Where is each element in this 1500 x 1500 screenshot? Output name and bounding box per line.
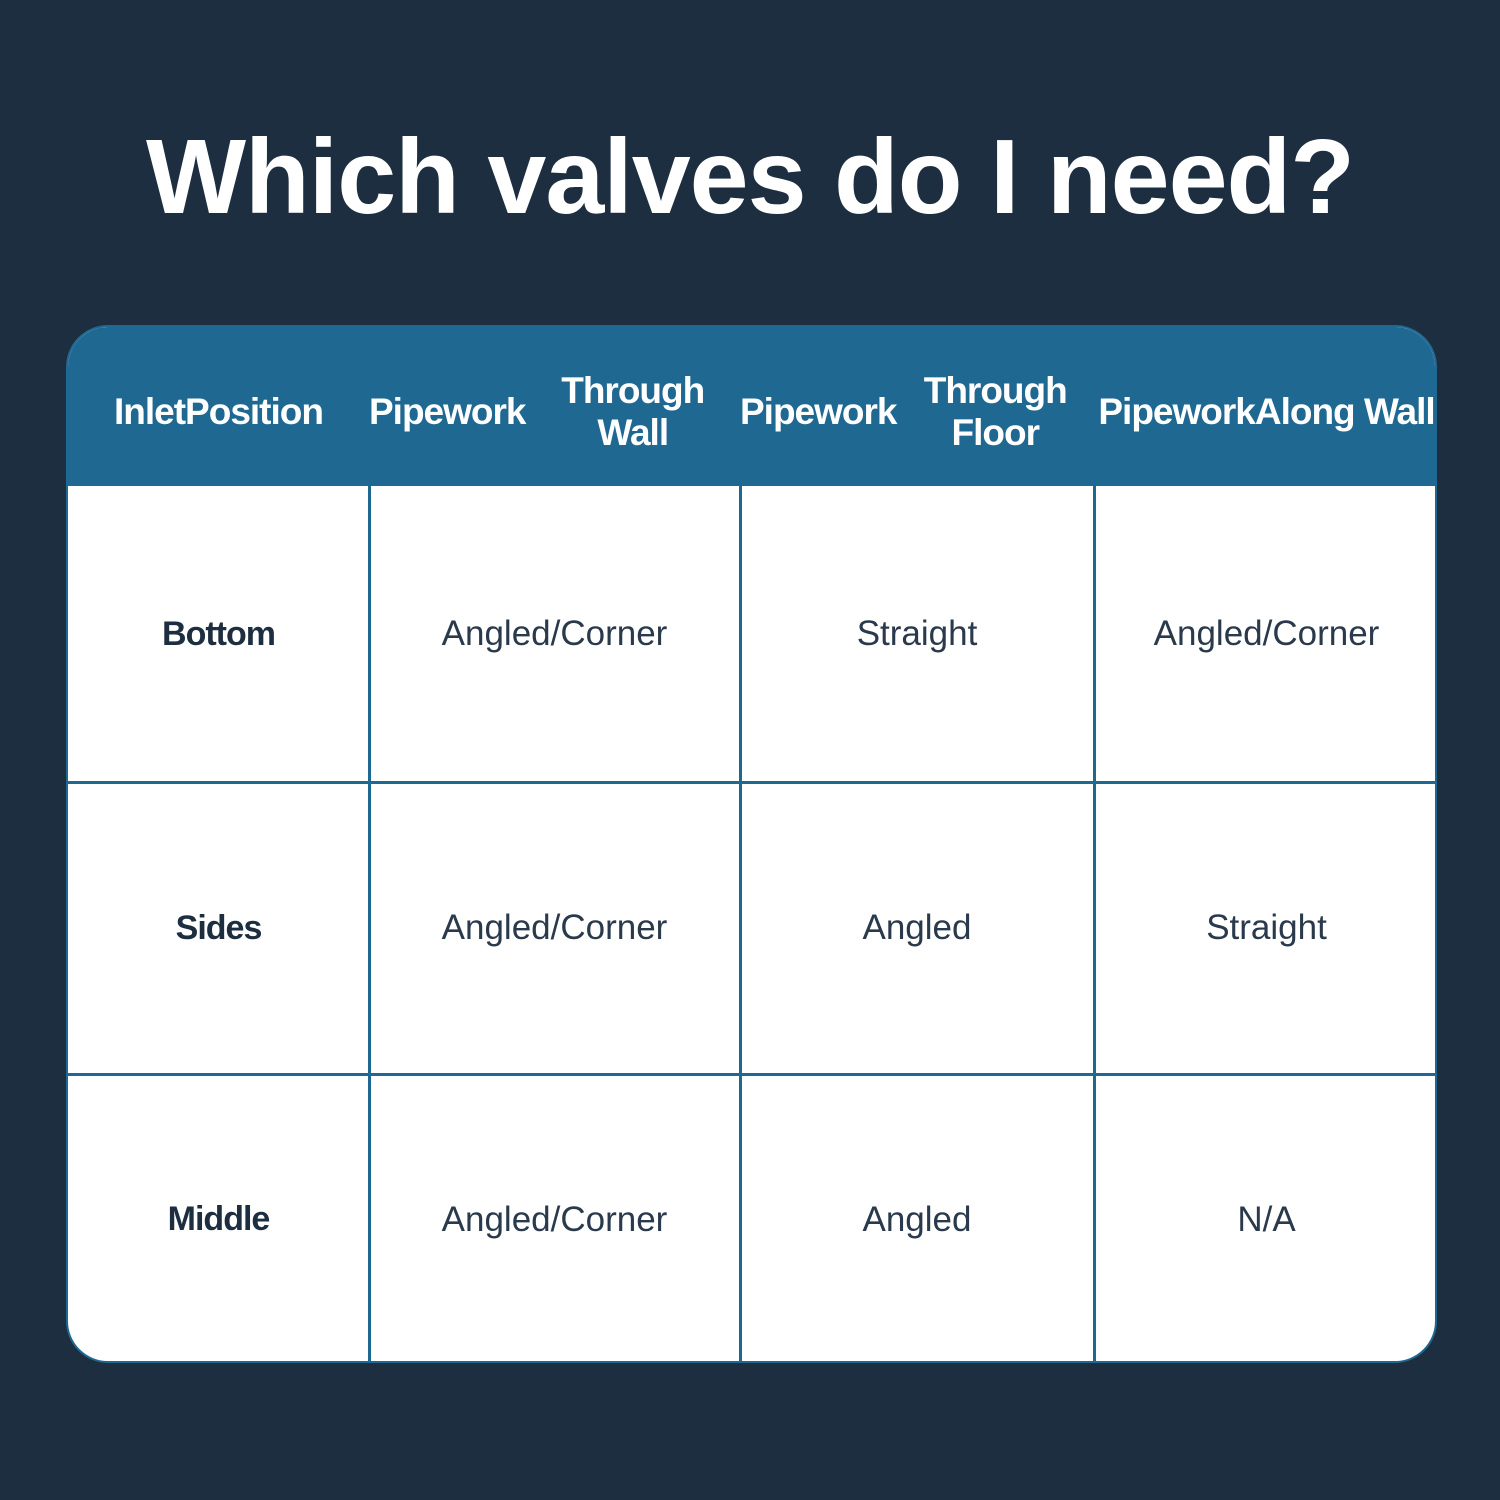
column-header-line: Along Wall — [1254, 391, 1435, 432]
column-header-line: Inlet — [113, 391, 186, 432]
table-header — [68, 327, 1435, 486]
row-divider — [68, 781, 1435, 784]
table-cell: Straight — [1206, 908, 1327, 947]
column-header-line: Pipework — [369, 391, 526, 432]
table-cell: Angled/Corner — [1153, 614, 1380, 653]
table-cell: Angled/Corner — [441, 1199, 668, 1239]
table-cell: Angled/Corner — [441, 908, 668, 947]
column-divider — [739, 486, 742, 1361]
column-header-line: Through Wall — [561, 370, 705, 453]
page-title: Which valves do I need? — [145, 118, 1355, 236]
table-cell: N/A — [1237, 1199, 1296, 1239]
column-header-line: Position — [185, 391, 324, 432]
column-header: Inlet Position — [68, 337, 369, 487]
table-cell: Angled/Corner — [441, 614, 668, 653]
column-header-line: Pipework — [1098, 391, 1255, 432]
row-divider — [68, 1073, 1435, 1076]
row-label: Middle — [167, 1200, 271, 1238]
column-header-line: Through Floor — [923, 370, 1068, 453]
row-label: Sides — [175, 908, 263, 947]
column-divider — [368, 486, 371, 1361]
row-label: Bottom — [162, 614, 276, 653]
table-cell: Angled — [862, 908, 972, 947]
table-cell: Angled — [862, 1199, 972, 1239]
column-header: Pipework Through Floor — [740, 337, 1094, 487]
table-cell: Straight — [856, 614, 978, 653]
valve-table: Inlet Position Pipework Through Wall Pipewor… — [66, 325, 1437, 1363]
column-header-line: Pipework — [740, 391, 897, 432]
column-header: Pipework Through Wall — [369, 337, 740, 487]
column-header: Pipework Along Wall — [1094, 337, 1435, 487]
column-divider — [1093, 486, 1096, 1361]
